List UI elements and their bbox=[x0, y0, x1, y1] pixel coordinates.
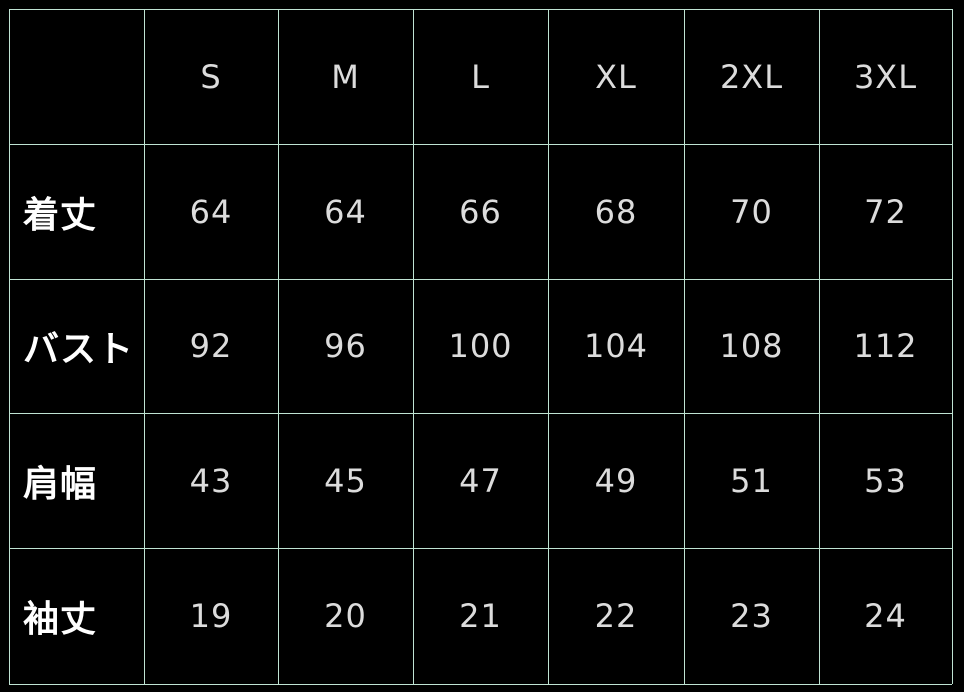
grid-line-vertical bbox=[684, 9, 685, 684]
grid-line-vertical bbox=[413, 9, 414, 684]
column-header: 2XL bbox=[684, 9, 819, 144]
table-cell-text: 96 bbox=[324, 327, 367, 365]
grid-line-horizontal bbox=[9, 9, 952, 10]
table-cell: 22 bbox=[548, 548, 684, 684]
column-header-text: S bbox=[200, 57, 222, 96]
table-cell-text: 72 bbox=[864, 192, 907, 231]
row-header: 肩幅 bbox=[9, 413, 158, 548]
column-header-text: XL bbox=[595, 57, 637, 96]
table-cell-text: 23 bbox=[730, 597, 773, 635]
table-cell-text: 64 bbox=[189, 192, 233, 231]
table-cell: 24 bbox=[819, 548, 952, 684]
table-cell-text: 45 bbox=[324, 461, 367, 500]
table-cell-text: 19 bbox=[189, 597, 233, 635]
grid-line-vertical bbox=[278, 9, 279, 684]
column-header: L bbox=[413, 9, 548, 144]
table-cell: 108 bbox=[684, 279, 819, 413]
column-header-text: L bbox=[471, 57, 490, 96]
grid-line-vertical bbox=[548, 9, 549, 684]
row-header-text: 肩幅 bbox=[23, 463, 98, 505]
grid-line-horizontal bbox=[9, 548, 952, 549]
table-cell: 64 bbox=[144, 144, 278, 279]
grid-line-horizontal bbox=[9, 144, 952, 145]
table-cell-text: 51 bbox=[730, 461, 773, 500]
row-header: 着丈 bbox=[9, 144, 158, 279]
table-cell-text: 100 bbox=[448, 327, 513, 365]
grid-line-vertical bbox=[819, 9, 820, 684]
table-cell-text: 108 bbox=[719, 327, 784, 365]
table-cell-text: 66 bbox=[459, 192, 502, 231]
table-cell: 53 bbox=[819, 413, 952, 548]
column-header: M bbox=[278, 9, 413, 144]
table-cell-text: 64 bbox=[324, 192, 367, 231]
row-header-text: バスト bbox=[23, 329, 135, 370]
column-header-text: 2XL bbox=[719, 57, 784, 96]
table-cell-text: 104 bbox=[583, 327, 649, 365]
table-cell-text: 112 bbox=[853, 327, 918, 365]
column-header: 3XL bbox=[819, 9, 952, 144]
grid-line-vertical bbox=[952, 9, 953, 684]
grid-line-vertical bbox=[9, 9, 10, 684]
table-cell-text: 70 bbox=[730, 192, 773, 231]
table-cell-text: 22 bbox=[594, 597, 638, 635]
table-cell-text: 92 bbox=[189, 327, 233, 365]
table-cell-text: 20 bbox=[324, 597, 367, 635]
row-header-text: 着丈 bbox=[23, 194, 98, 236]
table-cell: 68 bbox=[548, 144, 684, 279]
column-header: XL bbox=[548, 9, 684, 144]
column-header-text: 3XL bbox=[853, 57, 918, 96]
grid-line-horizontal bbox=[9, 684, 952, 685]
table-cell: 104 bbox=[548, 279, 684, 413]
table-cell: 92 bbox=[144, 279, 278, 413]
table-cell: 112 bbox=[819, 279, 952, 413]
table-cell: 45 bbox=[278, 413, 413, 548]
column-header: S bbox=[144, 9, 278, 144]
table-cell: 21 bbox=[413, 548, 548, 684]
table-cell: 19 bbox=[144, 548, 278, 684]
table-cell-text: 53 bbox=[864, 461, 907, 500]
grid-line-horizontal bbox=[9, 279, 952, 280]
table-cell: 66 bbox=[413, 144, 548, 279]
table-cell-text: 49 bbox=[594, 461, 638, 500]
table-cell-text: 68 bbox=[594, 192, 638, 231]
table-cell: 96 bbox=[278, 279, 413, 413]
table-cell: 51 bbox=[684, 413, 819, 548]
column-header-text: M bbox=[331, 57, 360, 96]
row-header-text: 袖丈 bbox=[23, 599, 98, 640]
table-cell: 23 bbox=[684, 548, 819, 684]
grid-line-horizontal bbox=[9, 413, 952, 414]
table-cell-text: 47 bbox=[459, 461, 502, 500]
row-header: 袖丈 bbox=[9, 548, 158, 684]
table-cell: 72 bbox=[819, 144, 952, 279]
table-cell-text: 24 bbox=[864, 597, 907, 635]
row-header: バスト bbox=[9, 279, 158, 413]
table-cell: 64 bbox=[278, 144, 413, 279]
grid-line-vertical bbox=[144, 9, 145, 684]
table-cell: 100 bbox=[413, 279, 548, 413]
table-cell-text: 43 bbox=[189, 461, 233, 500]
table-cell: 49 bbox=[548, 413, 684, 548]
table-cell: 43 bbox=[144, 413, 278, 548]
table-cell: 20 bbox=[278, 548, 413, 684]
table-cell-text: 21 bbox=[459, 597, 502, 635]
table-cell: 47 bbox=[413, 413, 548, 548]
table-cell: 70 bbox=[684, 144, 819, 279]
